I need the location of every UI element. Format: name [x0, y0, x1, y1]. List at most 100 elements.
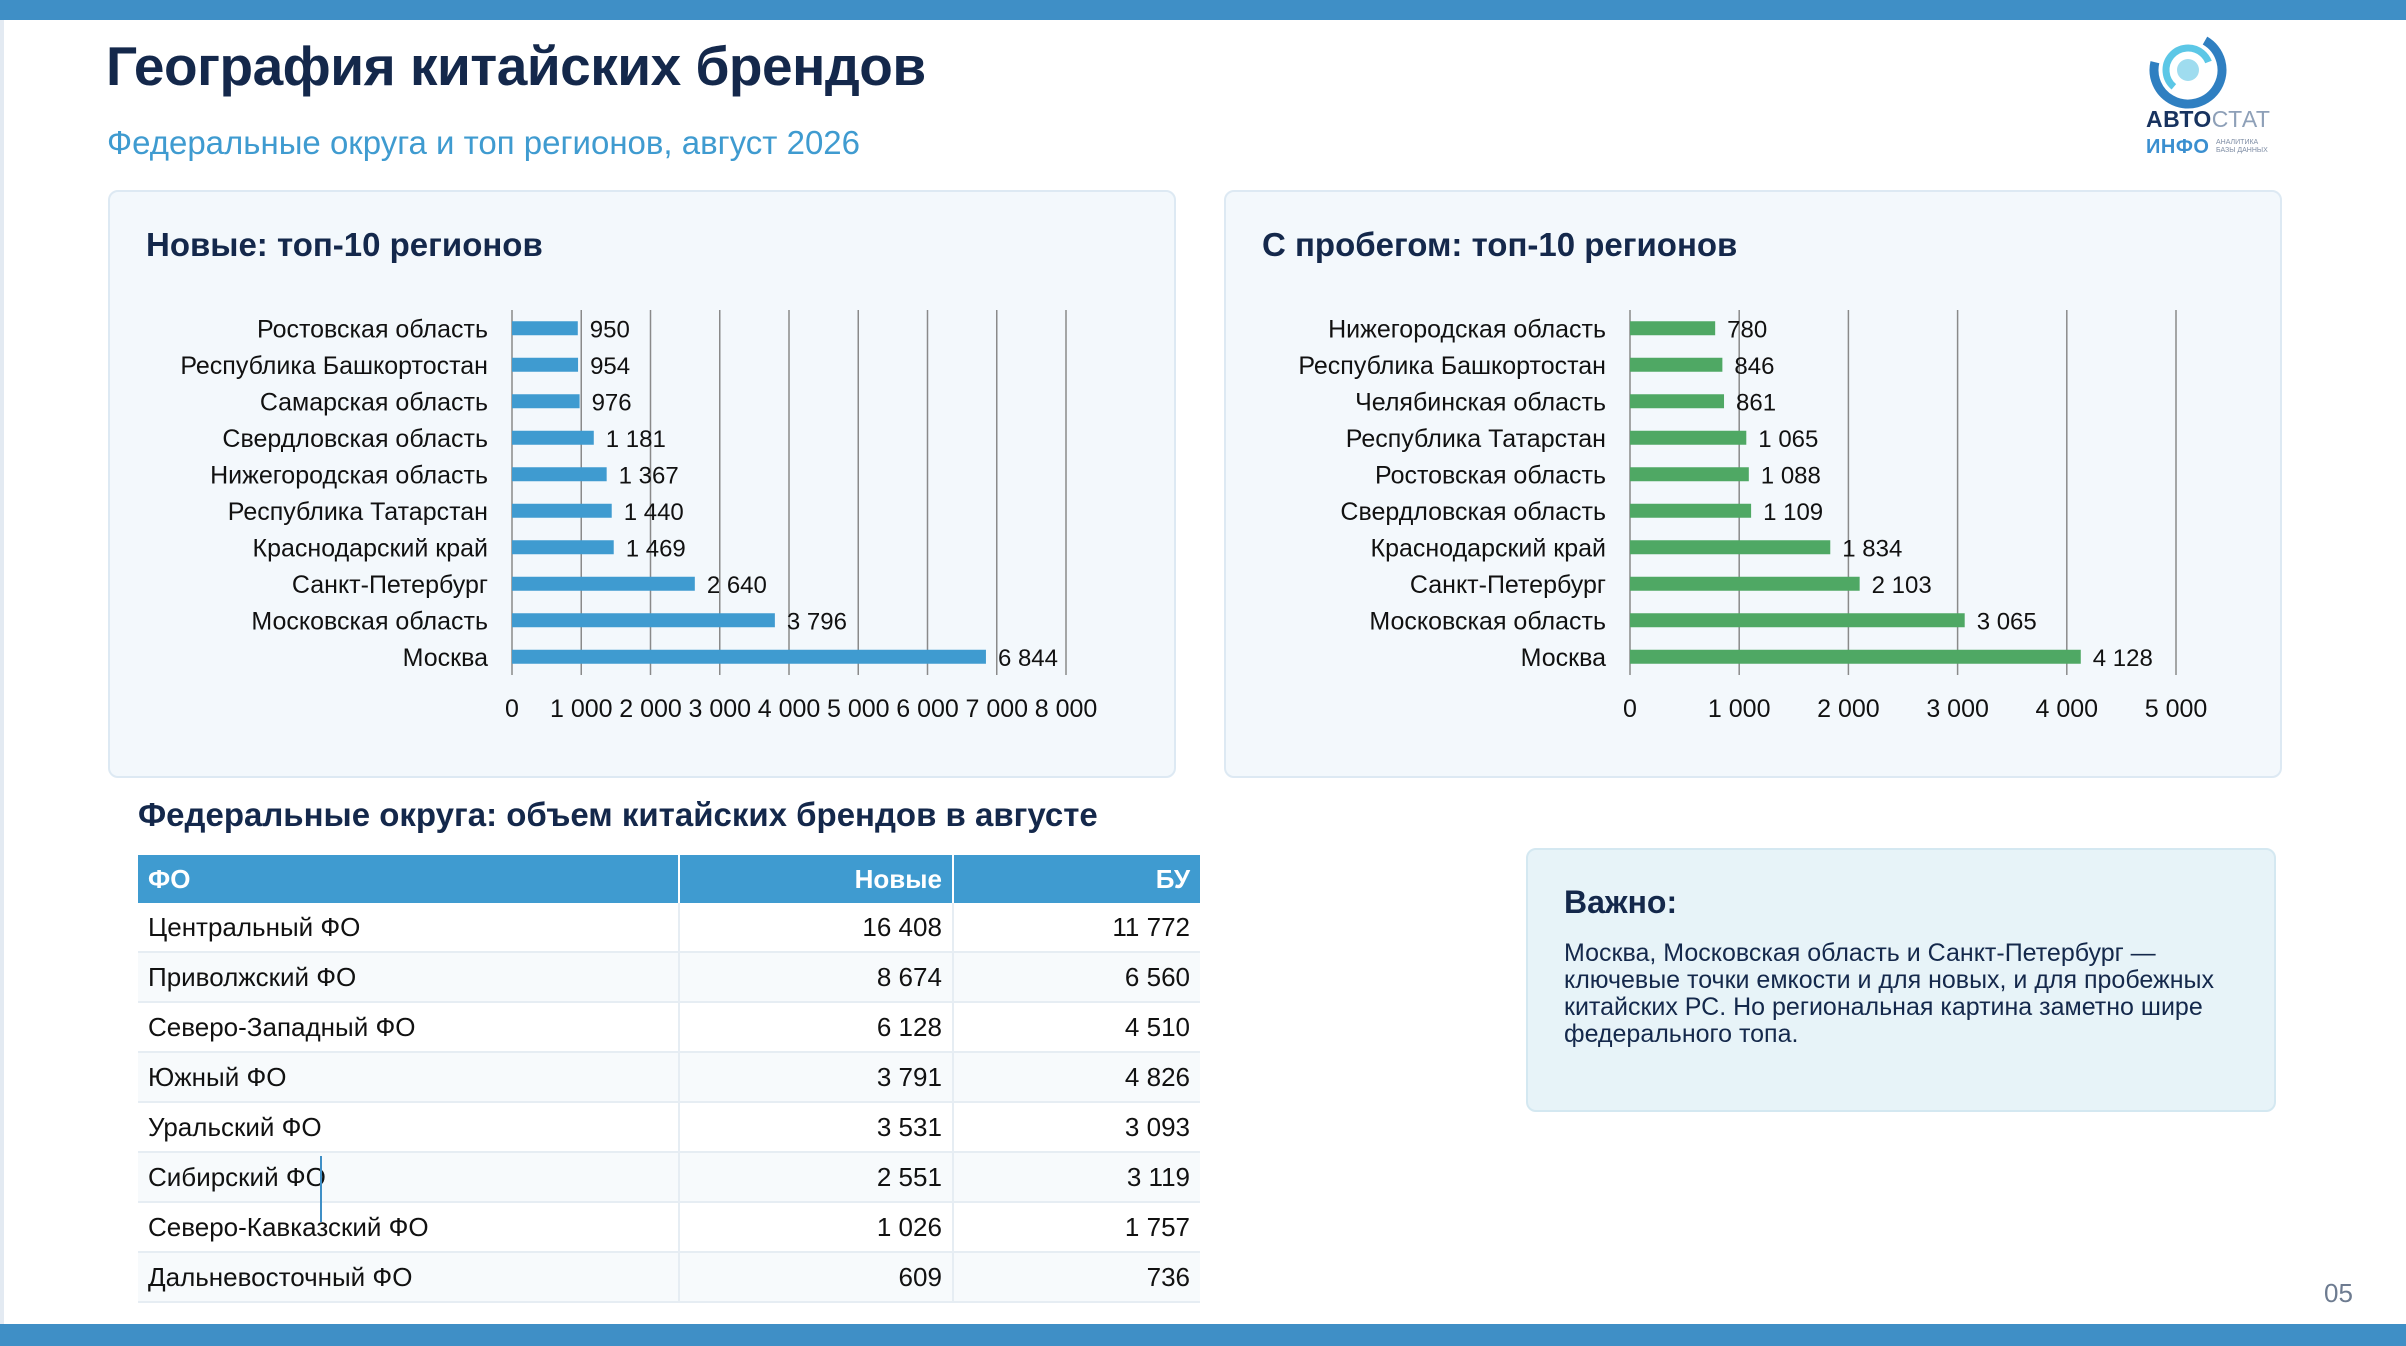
page-subtitle: Федеральные округа и топ регионов, авгус… [107, 124, 861, 161]
new-count: 1 026 [679, 1202, 954, 1253]
district-name: Дальневосточный ФО [138, 1252, 680, 1303]
bar [512, 321, 578, 336]
category-label: Республика Башкортостан [1298, 352, 1606, 380]
table-row: Уральский ФО 3 531 3 093 [138, 1102, 1200, 1153]
table-row: Северо-Кавказский ФО 1 026 1 757 [138, 1202, 1200, 1253]
used-cars-chart-panel: С пробегом: топ-10 регионов Нижегородска… [1224, 190, 2282, 778]
avtostat-logo-icon [2149, 31, 2227, 109]
bottom-accent-bar [0, 1324, 2406, 1346]
data-label: 3 065 [1977, 608, 2037, 635]
table-row: Приволжский ФО 8 674 6 560 [138, 952, 1200, 1003]
logo-word-stat: СТАТ [2211, 106, 2271, 132]
category-label: Ростовская область [257, 315, 488, 343]
x-tick-label: 0 [505, 695, 519, 723]
district-name: Южный ФО [138, 1052, 680, 1103]
data-label: 1 088 [1761, 462, 1821, 489]
bar [1630, 467, 1749, 482]
district-name: Приволжский ФО [138, 952, 680, 1003]
x-tick-label: 1 000 [550, 695, 613, 723]
category-label: Нижегородская область [210, 461, 488, 489]
district-name: Северо-Западный ФО [138, 1002, 680, 1053]
new-count: 3 791 [679, 1052, 954, 1103]
data-label: 1 834 [1842, 535, 1902, 562]
x-tick-label: 2 000 [1817, 695, 1880, 723]
used-count: 4 826 [952, 1052, 1200, 1103]
x-tick-label: 3 000 [1926, 695, 1989, 723]
new-count: 8 674 [679, 952, 954, 1003]
used-count: 6 560 [952, 952, 1200, 1003]
bar [1630, 613, 1965, 628]
data-label: 1 367 [619, 462, 679, 489]
used-cars-bar-chart: Нижегородская область 780 Республика Башко… [1298, 310, 2207, 723]
data-label: 861 [1736, 389, 1776, 416]
note-title: Важно: [1564, 884, 1678, 920]
data-label: 4 128 [2093, 645, 2153, 672]
data-label: 780 [1727, 316, 1767, 343]
new-count: 3 531 [679, 1102, 954, 1153]
bar [512, 357, 579, 372]
category-label: Московская область [251, 607, 488, 635]
data-label: 846 [1734, 353, 1774, 380]
data-label: 3 796 [787, 608, 847, 635]
left-edge-line [0, 20, 4, 1324]
page-title: География китайских брендов [106, 35, 926, 97]
data-label: 6 844 [998, 645, 1058, 672]
bar [512, 540, 614, 555]
category-label: Краснодарский край [1371, 534, 1606, 562]
category-label: Нижегородская область [1328, 315, 1606, 343]
bar [512, 430, 594, 445]
logo-word-info: ИНФО [2146, 136, 2210, 158]
bar [1630, 503, 1752, 518]
logo-word-avto: АВТО [2146, 106, 2212, 132]
table-row: Северо-Западный ФО 6 128 4 510 [138, 1002, 1200, 1053]
header-used: БУ [952, 855, 1200, 903]
logo-wordmark: АВТОСТАТ [2146, 106, 2270, 133]
used-count: 4 510 [952, 1002, 1200, 1053]
category-label: Республика Татарстан [228, 498, 488, 526]
used-count: 3 119 [952, 1152, 1200, 1203]
note-panel: Важно: Москва, Московская область и Санк… [1526, 848, 2276, 1112]
x-tick-label: 5 000 [827, 695, 890, 723]
new-count: 2 551 [679, 1152, 954, 1203]
used-count: 11 772 [952, 903, 1200, 953]
data-label: 1 109 [1763, 499, 1823, 526]
table-title: Федеральные округа: объем китайских брен… [138, 796, 1098, 833]
x-tick-label: 0 [1623, 695, 1637, 723]
bar [512, 576, 695, 591]
used-count: 3 093 [952, 1102, 1200, 1153]
category-label: Московская область [1369, 607, 1606, 635]
new-count: 16 408 [679, 903, 954, 953]
category-label: Краснодарский край [253, 534, 488, 562]
top-accent-bar [0, 0, 2406, 20]
new-count: 6 128 [679, 1002, 954, 1053]
category-label: Свердловская область [222, 425, 488, 453]
data-label: 1 065 [1758, 426, 1818, 453]
data-label: 954 [590, 353, 630, 380]
bar [1630, 394, 1725, 409]
district-name: Сибирский ФО [138, 1152, 680, 1203]
table-header-row: ФО Новые БУ [138, 855, 1200, 903]
used-count: 1 757 [952, 1202, 1200, 1253]
x-tick-label: 2 000 [619, 695, 682, 723]
header-fo: ФО [138, 855, 680, 903]
bar [512, 467, 607, 482]
x-tick-label: 7 000 [965, 695, 1028, 723]
category-label: Москва [1521, 644, 1606, 672]
bar [512, 613, 775, 628]
x-tick-label: 1 000 [1708, 695, 1771, 723]
federal-districts-table: ФО Новые БУ Центральный ФО 16 408 11 772… [138, 855, 1200, 1303]
category-label: Москва [403, 644, 488, 672]
data-label: 1 469 [626, 535, 686, 562]
new-cars-chart-title: Новые: топ-10 регионов [146, 226, 543, 263]
x-tick-label: 4 000 [758, 695, 821, 723]
district-name: Уральский ФО [138, 1102, 680, 1153]
category-label: Самарская область [260, 388, 488, 416]
bar [1630, 430, 1747, 445]
bar [1630, 576, 1860, 591]
used-count: 736 [952, 1252, 1200, 1303]
bar [1630, 649, 2081, 664]
table-row: Дальневосточный ФО 609 736 [138, 1252, 1200, 1303]
header-new: Новые [679, 855, 954, 903]
bar [1630, 357, 1723, 372]
category-label: Ростовская область [1375, 461, 1606, 489]
